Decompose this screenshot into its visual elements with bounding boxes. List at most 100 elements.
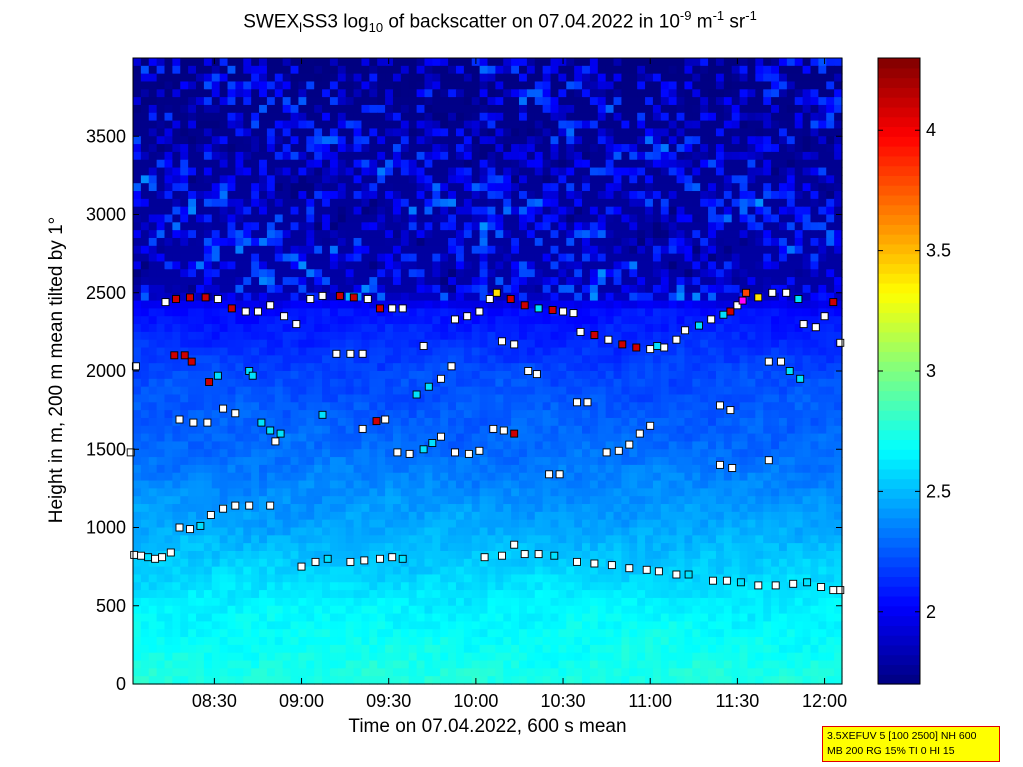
- heatmap-cell: [794, 480, 804, 489]
- heatmap-cell: [164, 253, 173, 263]
- heatmap-cell: [432, 324, 441, 333]
- heatmap-cell: [188, 58, 197, 67]
- heatmap-cell: [353, 410, 363, 419]
- heatmap-cell: [487, 417, 496, 427]
- heatmap-cell: [660, 144, 670, 153]
- heatmap-cell: [621, 191, 630, 200]
- heatmap-cell: [550, 151, 559, 161]
- heatmap-cell: [739, 277, 749, 286]
- heatmap-cell: [645, 269, 654, 278]
- heatmap-cell: [542, 73, 552, 83]
- heatmap-cell: [566, 65, 575, 75]
- heatmap-cell: [322, 355, 331, 364]
- heatmap-cell: [290, 237, 300, 247]
- heatmap-cell: [715, 198, 725, 208]
- heatmap-cell: [188, 253, 197, 263]
- heatmap-cell: [298, 316, 307, 325]
- heatmap-cell: [495, 136, 504, 145]
- heatmap-cell: [534, 472, 544, 482]
- heatmap-cell: [511, 136, 520, 145]
- heatmap-cell: [314, 355, 323, 364]
- heatmap-cell: [322, 206, 331, 216]
- heatmap-cell: [322, 417, 331, 427]
- heatmap-cell: [369, 410, 378, 419]
- heatmap-cell: [487, 308, 496, 317]
- heatmap-cell: [416, 292, 426, 302]
- heatmap-cell: [440, 331, 449, 341]
- heatmap-cell: [314, 89, 323, 98]
- heatmap-cell: [235, 331, 244, 341]
- heatmap-cell: [715, 175, 725, 184]
- heatmap-cell: [558, 198, 567, 208]
- heatmap-cell: [652, 371, 662, 380]
- heatmap-cell: [408, 245, 418, 255]
- heatmap-cell: [739, 363, 749, 372]
- heatmap-cell: [495, 355, 504, 364]
- heatmap-cell: [266, 112, 276, 122]
- heatmap-cell: [290, 58, 300, 67]
- heatmap-cell: [629, 457, 638, 466]
- heatmap-cell: [511, 65, 520, 75]
- heatmap-cell: [219, 65, 229, 75]
- heatmap-cell: [715, 464, 725, 474]
- heatmap-cell: [834, 222, 843, 231]
- heatmap-cell: [196, 58, 205, 67]
- heatmap-cell: [629, 316, 638, 325]
- heatmap-cell: [786, 151, 796, 161]
- heatmap-cell: [164, 245, 173, 255]
- heatmap-cell: [133, 136, 142, 145]
- heatmap-cell: [629, 300, 638, 310]
- heatmap-cell: [511, 183, 520, 192]
- heatmap-cell: [180, 284, 189, 294]
- heatmap-cell: [148, 355, 158, 364]
- heatmap-cell: [715, 222, 725, 231]
- heatmap-cell: [778, 253, 788, 263]
- heatmap-cell: [700, 308, 709, 317]
- heatmap-cell: [802, 120, 812, 130]
- heatmap-cell: [668, 277, 678, 286]
- heatmap-cell: [715, 81, 725, 90]
- heatmap-cell: [668, 417, 678, 427]
- heatmap-cell: [400, 464, 410, 474]
- heatmap-cell: [684, 316, 693, 325]
- heatmap-cell: [786, 104, 796, 114]
- heatmap-cell: [196, 425, 205, 435]
- heatmap-cell: [550, 81, 559, 90]
- heatmap-cell: [700, 464, 709, 474]
- heatmap-cell: [211, 363, 221, 372]
- heatmap-cell: [448, 394, 457, 403]
- heatmap-cell: [684, 58, 693, 67]
- heatmap-cell: [778, 457, 788, 466]
- heatmap-cell: [392, 144, 402, 153]
- heatmap-cell: [731, 339, 741, 349]
- heatmap-cell: [511, 394, 520, 403]
- heatmap-cell: [361, 261, 370, 270]
- heatmap-cell: [558, 402, 567, 411]
- heatmap-cell: [771, 97, 780, 106]
- heatmap-cell: [700, 363, 709, 372]
- heatmap-cell: [747, 300, 756, 310]
- heatmap-cell: [463, 112, 473, 122]
- heatmap-cell: [605, 112, 615, 122]
- heatmap-cell: [747, 159, 756, 169]
- heatmap-cell: [235, 73, 244, 83]
- heatmap-cell: [684, 159, 693, 169]
- heatmap-cell: [645, 89, 654, 98]
- heatmap-cell: [211, 402, 221, 411]
- heatmap-cell: [361, 308, 370, 317]
- heatmap-cell: [251, 97, 260, 106]
- heatmap-cell: [763, 331, 772, 341]
- heatmap-cell: [708, 230, 717, 239]
- heatmap-cell: [771, 449, 780, 458]
- heatmap-cell: [337, 316, 347, 325]
- heatmap-cell: [329, 128, 339, 137]
- heatmap-cell: [424, 73, 433, 83]
- heatmap-cell: [329, 206, 339, 216]
- heatmap-cell: [684, 449, 693, 458]
- heatmap-cell: [243, 394, 252, 403]
- heatmap-cell: [164, 316, 173, 325]
- heatmap-cell: [361, 316, 370, 325]
- heatmap-cell: [487, 300, 496, 310]
- heatmap-cell: [834, 58, 843, 67]
- heatmap-cell: [771, 206, 780, 216]
